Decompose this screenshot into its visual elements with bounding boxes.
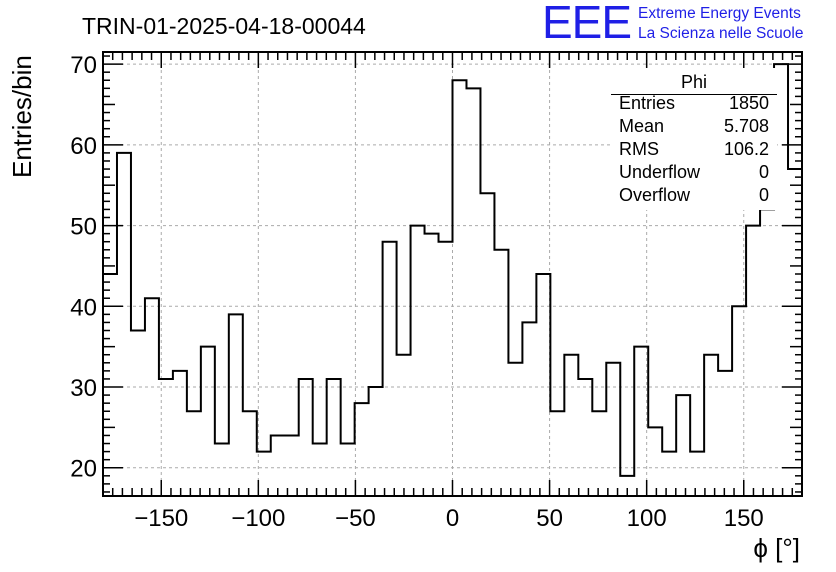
logo-line-2: La Scienza nelle Scuole [638,25,804,42]
stats-label: Underflow [619,162,701,182]
stats-label: Mean [619,116,665,136]
y-tick-label: 70 [70,52,97,79]
stats-row-overflow: Overflow 0 [619,185,769,208]
stats-box: Phi Entries 1850 Mean 5.708 RMS 106.2 Un… [611,68,777,210]
x-axis-label: ϕ [°] [753,533,800,563]
y-tick-label: 50 [70,214,97,241]
stats-label: RMS [619,139,659,159]
stats-title: Phi [611,72,777,95]
stats-label: Overflow [619,185,691,205]
y-tick-label: 40 [70,294,97,321]
x-tick-label: 150 [724,505,764,532]
stats-row-rms: RMS 106.2 [619,139,769,162]
eee-logo-mark: EEE [542,0,632,48]
stats-value: 0 [758,185,769,205]
histogram-line [103,63,802,477]
x-tick-label: 50 [536,505,563,532]
x-tick-label: 0 [446,505,459,532]
stats-row-mean: Mean 5.708 [619,116,769,139]
chart-title: TRIN-01-2025-04-18-00044 [82,13,366,39]
y-tick-label: 30 [70,375,97,402]
x-tick-label: −50 [335,505,376,532]
y-tick-label: 60 [70,133,97,160]
x-tick-label: −100 [231,505,285,532]
x-tick-label: 100 [627,505,667,532]
y-axis-label: Entries/bin [7,55,37,178]
eee-logo: EEE Extreme Energy Events La Scienza nel… [542,0,834,48]
x-tick-label: −150 [134,505,188,532]
stats-row-underflow: Underflow 0 [619,162,769,185]
stats-value: 1850 [728,93,769,113]
stats-label: Entries [619,93,676,113]
logo-line-1: Extreme Energy Events [638,5,801,22]
stats-row-entries: Entries 1850 [619,93,769,116]
axis-ticks [103,52,802,496]
stats-value: 0 [758,162,769,182]
stats-value: 5.708 [723,116,769,136]
y-tick-label: 20 [70,456,97,483]
stats-value: 106.2 [723,139,769,159]
tick-labels: −150 −100 −50 0 50 100 150 20 30 40 50 60 70 [70,52,763,532]
